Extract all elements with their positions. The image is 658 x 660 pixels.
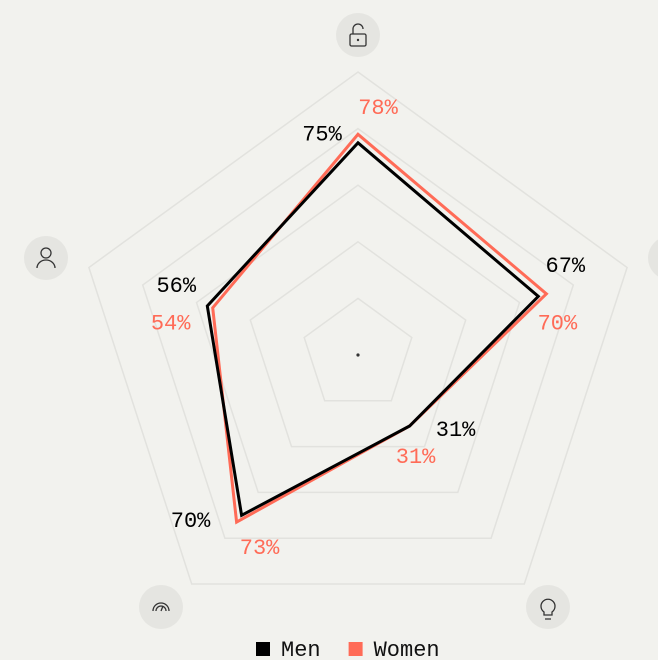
data-label: 56% [156,274,196,299]
series-shape [205,140,541,518]
series-shape [211,132,549,525]
data-label: 70% [171,509,211,534]
data-label: 54% [151,312,191,337]
legend-label: Men [281,638,321,660]
axis-icons [24,13,658,629]
legend-swatch [256,642,270,656]
grid-ring [195,184,521,494]
data-label: 70% [538,312,578,337]
legend-swatch [348,642,363,656]
center-dot [356,353,360,357]
data-label: 31% [436,418,476,443]
grid-ring [88,71,628,585]
data-label: 67% [546,254,586,279]
bulb-icon [526,585,570,629]
grid-ring [141,127,575,539]
data-label: 31% [396,445,436,470]
partial-icon [648,239,658,277]
data-label: 73% [240,536,280,561]
lock-icon [336,13,380,57]
data-label: 78% [358,96,398,121]
grid-ring [249,240,467,448]
data-label: 75% [302,123,342,148]
person-icon [24,236,68,280]
grid-ring [303,297,413,402]
gauge-icon [139,585,183,629]
legend-label: Women [374,638,440,660]
